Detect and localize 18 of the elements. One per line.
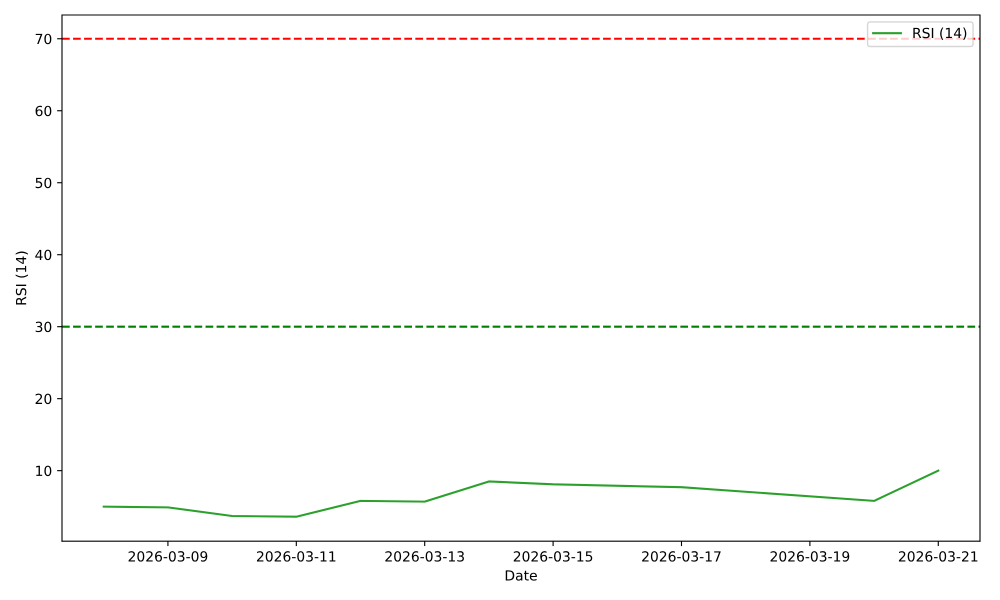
y-axis-title: RSI (14) <box>16 252 28 304</box>
y-tick-label: 20 <box>36 394 52 404</box>
x-tick-label: 2026-03-15 <box>514 551 592 562</box>
x-tick-label: 2026-03-09 <box>128 551 208 562</box>
x-tick-label: 2026-03-21 <box>898 551 978 562</box>
y-tick-label: 10 <box>36 466 52 476</box>
x-tick-label: 2026-03-17 <box>642 551 721 562</box>
y-tick-label: 30 <box>36 322 52 332</box>
y-tick-label: 70 <box>36 34 52 44</box>
line-series <box>102 470 940 518</box>
legend-label: RSI (14) <box>913 28 966 40</box>
x-axis-title: Date <box>506 570 537 581</box>
y-tick-label: 60 <box>36 106 52 116</box>
x-tick-label: 2026-03-19 <box>770 551 850 562</box>
x-tick-label: 2026-03-11 <box>256 551 336 562</box>
y-tick-label: 40 <box>35 250 52 260</box>
x-tick-label: 2026-03-13 <box>385 551 464 562</box>
y-tick-label: 50 <box>36 178 52 188</box>
